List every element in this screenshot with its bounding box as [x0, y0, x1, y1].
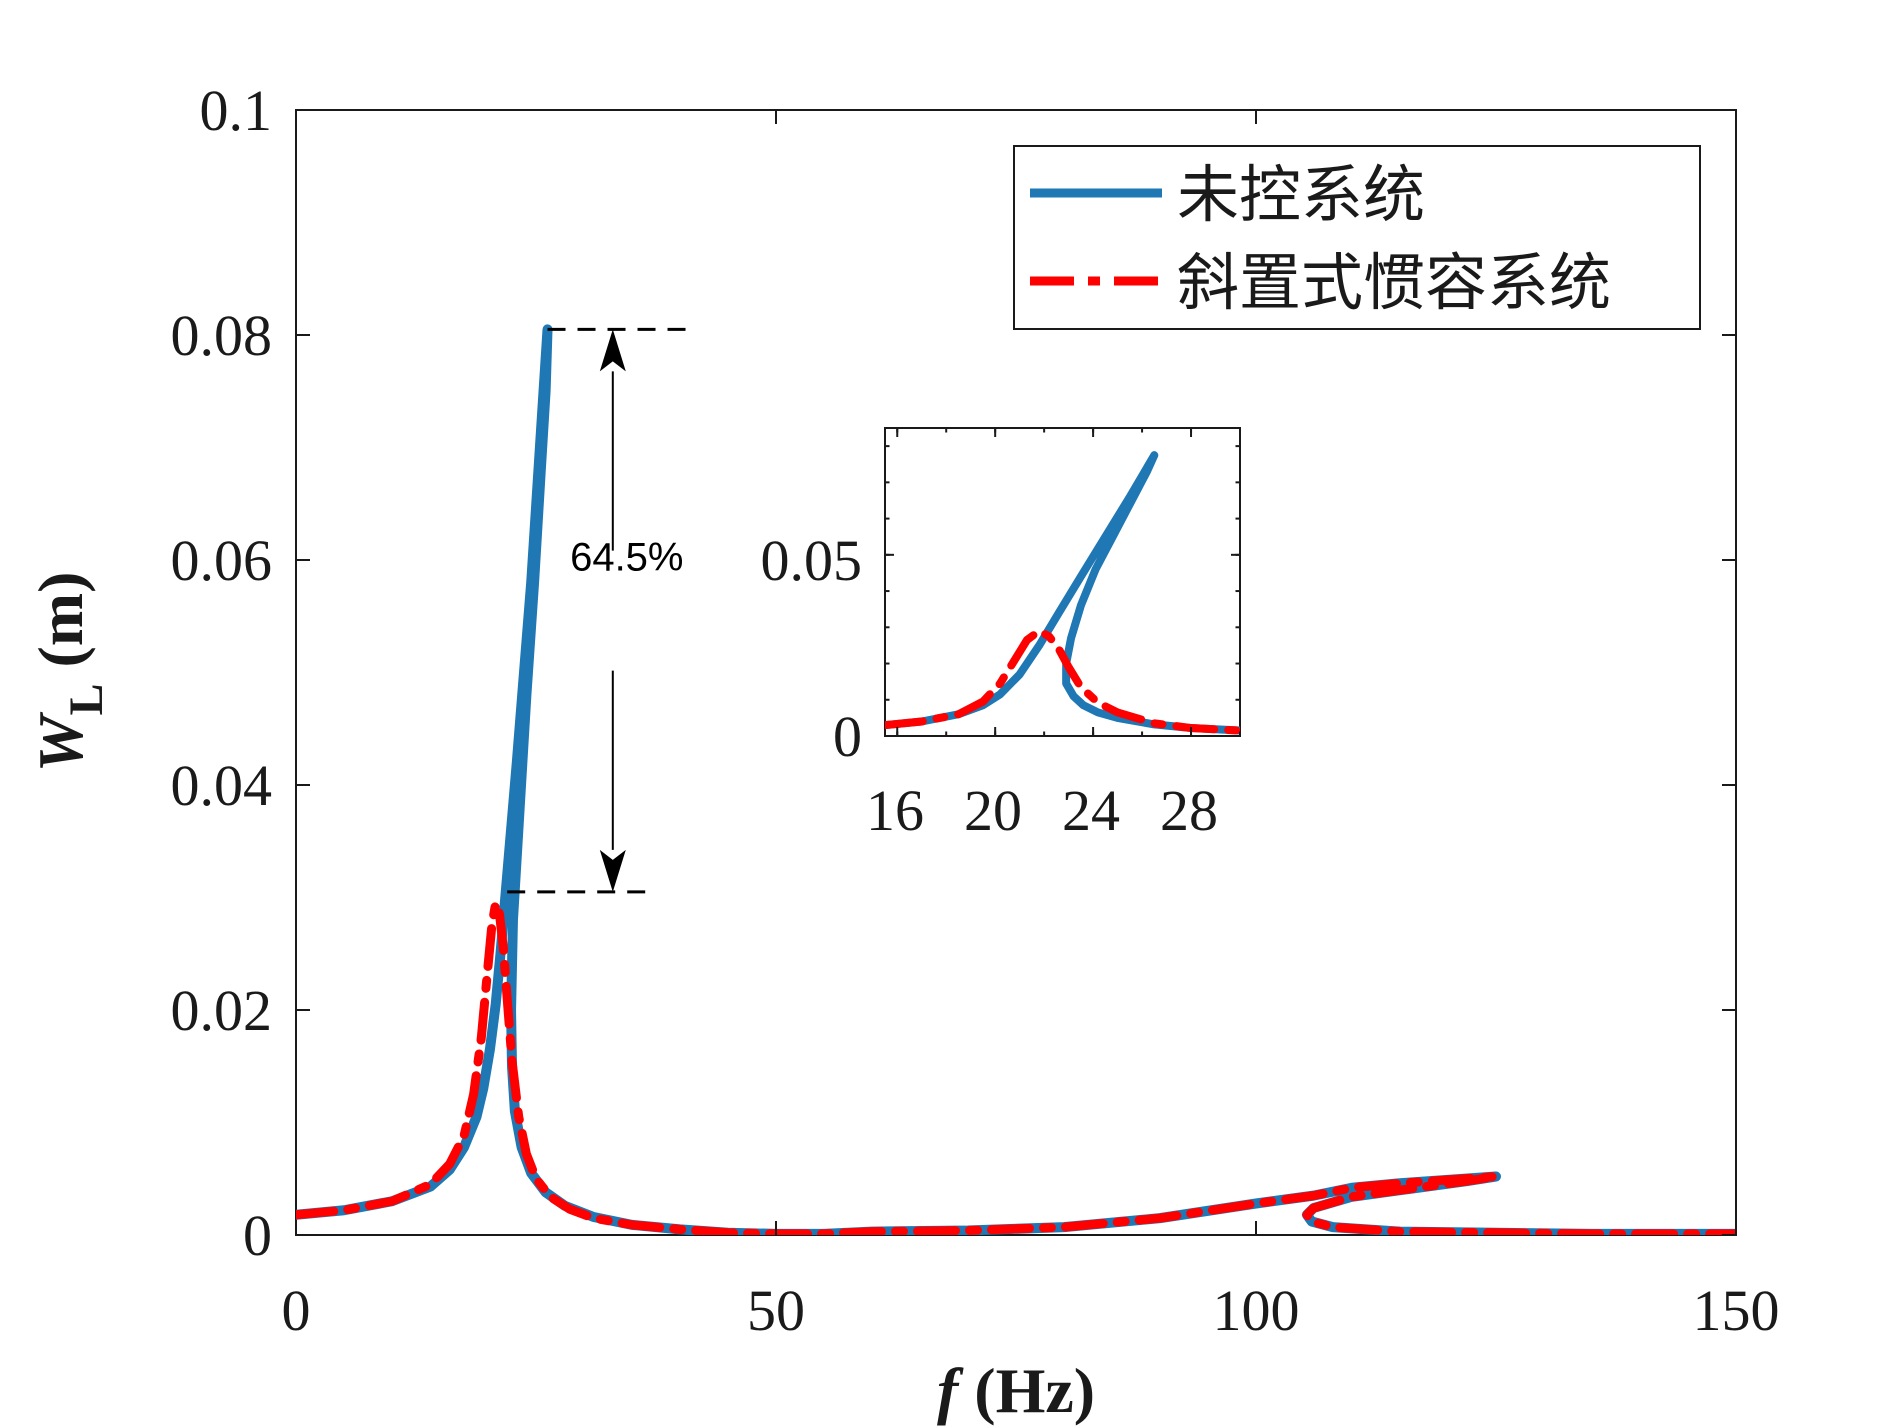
main-xtick-label-0: 0 — [282, 1278, 311, 1343]
inset-ticks — [885, 428, 1241, 737]
inset-ytick-label-0: 0 — [833, 704, 862, 769]
main-ylabel-sub: L — [60, 684, 113, 716]
main-xtick-label-50: 50 — [747, 1278, 805, 1343]
main-xtick-label-150: 150 — [1693, 1278, 1780, 1343]
main-ytick-label-0.08: 0.08 — [171, 303, 273, 368]
main-ticks — [295, 109, 1737, 1236]
reduction-label: 64.5% — [570, 536, 683, 580]
legend-label-inerter: 斜置式惯容系统 — [1177, 246, 1611, 319]
reduction-annotation: 64.5% — [507, 327, 695, 894]
legend-label-uncontrolled: 未控系统 — [1177, 158, 1425, 231]
main-xtick-label-100: 100 — [1213, 1278, 1300, 1343]
main-ytick-label-0: 0 — [243, 1203, 272, 1268]
main-ytick-label-0.06: 0.06 — [171, 528, 273, 593]
main-ytick-label-0.1: 0.1 — [200, 78, 273, 143]
main-ylabel-main: W — [25, 711, 96, 772]
main-xlabel: f (Hz) — [937, 1355, 1095, 1426]
main-series-layer — [296, 324, 1736, 1235]
main-xlabel-rest: (Hz) — [958, 1355, 1095, 1426]
inset-series-layer — [885, 451, 1240, 735]
inset-series-inerter — [885, 626, 1240, 735]
main-series-inerter — [296, 898, 1736, 1235]
legend-box — [1013, 145, 1701, 330]
main-ylabel: WL (m) — [25, 572, 113, 773]
main-ytick-label-0.04: 0.04 — [171, 753, 273, 818]
inset-xtick-label-24: 24 — [1062, 778, 1120, 843]
inset-ytick-label-0.05: 0.05 — [761, 528, 863, 593]
main-ytick-label-0.02: 0.02 — [171, 978, 273, 1043]
inset-plot: 16 20 24 28 0 0.05 — [761, 427, 1241, 843]
inset-xtick-label-28: 28 — [1160, 778, 1218, 843]
arrow-head-up-icon — [599, 329, 626, 372]
arrow-head-down-icon — [599, 849, 626, 892]
inset-xtick-label-16: 16 — [866, 778, 924, 843]
inset-xtick-label-20: 20 — [964, 778, 1022, 843]
inset-series-uncontrolled — [885, 451, 1240, 735]
inset-axes-box — [884, 427, 1241, 737]
legend: 未控系统 斜置式惯容系统 — [1013, 145, 1701, 330]
main-plot-area — [296, 324, 1736, 1235]
inset-plot-area — [885, 451, 1240, 735]
main-ylabel-rest: (m) — [25, 572, 96, 684]
